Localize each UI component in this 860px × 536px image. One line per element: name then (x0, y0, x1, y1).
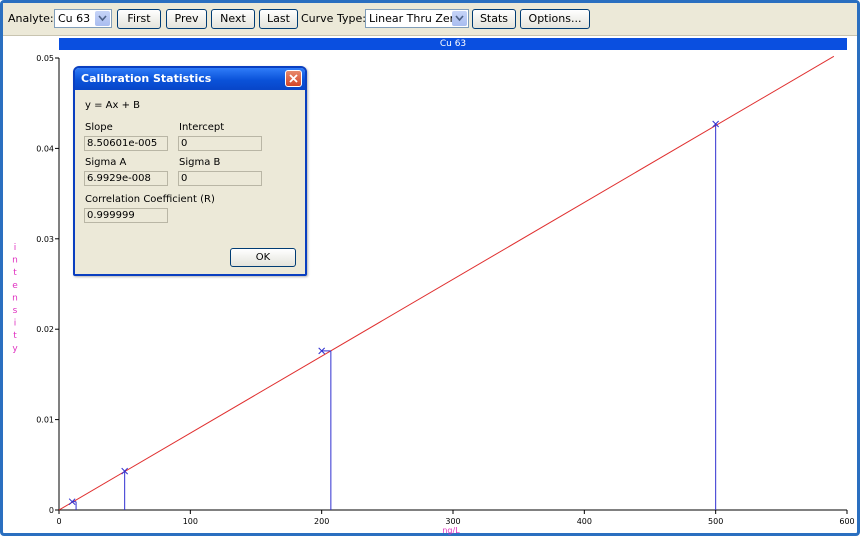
equation-label: y = Ax + B (85, 100, 141, 111)
chevron-down-icon[interactable] (452, 11, 467, 26)
curve-type-value: Linear Thru Zero (369, 12, 461, 25)
fit-line (58, 55, 835, 511)
last-button[interactable]: Last (259, 9, 298, 29)
slope-field: 8.50601e-005 (84, 136, 168, 151)
y-axis-label-letter: e (12, 281, 18, 291)
y-tick-label: 0.01 (36, 416, 54, 425)
close-icon[interactable] (285, 70, 302, 87)
sigma-b-label: Sigma B (179, 157, 221, 168)
y-axis-label-letter: t (13, 331, 17, 341)
stats-button[interactable]: Stats (472, 9, 516, 29)
x-axis-label: ng/L (442, 526, 460, 535)
x-tick-label: 600 (839, 517, 854, 526)
intercept-field: 0 (178, 136, 262, 151)
chevron-down-icon[interactable] (95, 11, 110, 26)
calibration-statistics-dialog: Calibration Statistics y = Ax + B Slope … (73, 66, 307, 276)
y-axis-label-letter: t (13, 268, 17, 278)
x-tick-label: 200 (314, 517, 329, 526)
y-tick-label: 0.03 (36, 235, 54, 244)
standard-point (712, 120, 720, 128)
y-tick-label: 0.02 (36, 325, 54, 334)
toolbar: Analyte: Cu 63 First Prev Next Last Curv… (3, 3, 857, 36)
y-axis-label-letter: s (13, 306, 18, 316)
sigma-b-field: 0 (178, 171, 262, 186)
y-axis-label-letter: i (14, 319, 17, 329)
x-tick-label: 400 (577, 517, 592, 526)
analyte-select[interactable]: Cu 63 (54, 9, 112, 28)
slope-label: Slope (85, 122, 113, 133)
next-button[interactable]: Next (211, 9, 255, 29)
plot-title-bar: Cu 63 (59, 38, 847, 50)
y-axis-label-letter: n (12, 256, 18, 266)
intercept-label: Intercept (179, 122, 225, 133)
standard-point (318, 347, 326, 355)
y-axis-label-letter: i (14, 243, 17, 253)
x-tick-label: 300 (445, 517, 460, 526)
correlation-field: 0.999999 (84, 208, 168, 223)
sigma-a-field: 6.9929e-008 (84, 171, 168, 186)
curve-type-label: Curve Type: (301, 12, 366, 25)
options-button[interactable]: Options... (520, 9, 590, 29)
analyte-label: Analyte: (8, 12, 54, 25)
curve-type-select[interactable]: Linear Thru Zero (365, 9, 469, 28)
y-axis-label-letter: y (12, 344, 18, 354)
sigma-a-label: Sigma A (85, 157, 127, 168)
x-tick-label: 0 (56, 517, 61, 526)
x-tick-label: 100 (183, 517, 198, 526)
standard-point (68, 498, 76, 506)
correlation-label: Correlation Coefficient (R) (85, 194, 215, 205)
x-tick-label: 500 (708, 517, 723, 526)
prev-button[interactable]: Prev (166, 9, 207, 29)
y-tick-label: 0.05 (36, 54, 54, 63)
y-axis-label-letter: n (12, 293, 18, 303)
y-tick-label: 0 (49, 506, 54, 515)
first-button[interactable]: First (117, 9, 161, 29)
y-tick-label: 0.04 (36, 144, 54, 153)
dialog-title: Calibration Statistics (75, 68, 305, 90)
analyte-value: Cu 63 (58, 12, 91, 25)
ok-button[interactable]: OK (230, 248, 296, 267)
standard-point (121, 467, 129, 475)
